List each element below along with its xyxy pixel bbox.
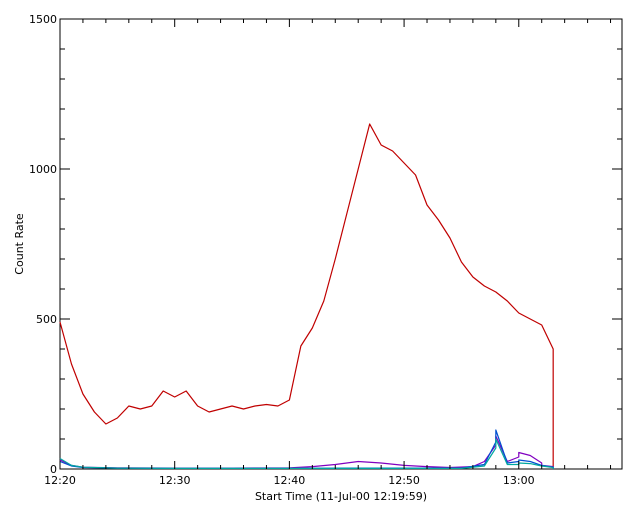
series-line-1 [59,123,554,469]
labels-layer: 12:20 12:30 12:40 12:50 13:00 0 500 1000 1500 [29,13,535,487]
series-line-4 [59,438,554,469]
series-layer [59,123,554,469]
x-tick-label: 12:40 [274,474,306,487]
series-line-2 [59,435,554,469]
y-tick-label: 1000 [29,163,57,176]
y-axis-title: Count Rate [13,213,26,275]
y-tick-label: 1500 [29,13,57,26]
ticks-layer [59,18,622,470]
x-tick-label: 13:00 [503,474,535,487]
x-tick-label: 12:30 [159,474,191,487]
x-tick-label: 12:50 [388,474,420,487]
x-tick-label: 12:20 [44,474,76,487]
plot-frame [59,18,623,470]
y-tick-label: 0 [50,463,57,476]
y-tick-label: 500 [36,313,57,326]
x-axis-title: Start Time (11-Jul-00 12:19:59) [255,490,427,503]
